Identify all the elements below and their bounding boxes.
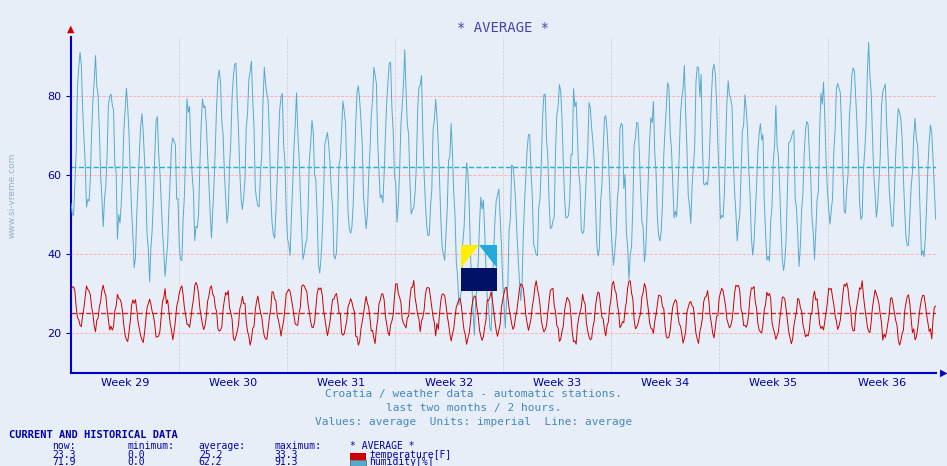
Text: 0.0: 0.0 (128, 450, 146, 459)
Polygon shape (461, 245, 479, 268)
Text: average:: average: (199, 441, 246, 451)
Text: * AVERAGE *: * AVERAGE * (350, 441, 415, 451)
Text: last two months / 2 hours.: last two months / 2 hours. (385, 403, 562, 413)
Text: 91.3: 91.3 (275, 457, 298, 466)
Text: minimum:: minimum: (128, 441, 175, 451)
Text: 62.2: 62.2 (199, 457, 223, 466)
Title: * AVERAGE *: * AVERAGE * (457, 21, 549, 35)
Text: maximum:: maximum: (275, 441, 322, 451)
Polygon shape (479, 245, 497, 268)
Text: 0.0: 0.0 (128, 457, 146, 466)
Text: Croatia / weather data - automatic stations.: Croatia / weather data - automatic stati… (325, 389, 622, 399)
Text: ▲: ▲ (67, 24, 75, 34)
Text: temperature[F]: temperature[F] (369, 450, 452, 459)
Text: www.si-vreme.com: www.si-vreme.com (8, 153, 17, 239)
Text: CURRENT AND HISTORICAL DATA: CURRENT AND HISTORICAL DATA (9, 430, 178, 440)
Text: 25.2: 25.2 (199, 450, 223, 459)
Text: humidity[%]: humidity[%] (369, 457, 434, 466)
Text: ▶: ▶ (940, 368, 947, 378)
Text: Values: average  Units: imperial  Line: average: Values: average Units: imperial Line: av… (314, 417, 633, 427)
Text: 23.3: 23.3 (52, 450, 76, 459)
Text: 71.9: 71.9 (52, 457, 76, 466)
Polygon shape (461, 268, 497, 291)
Text: now:: now: (52, 441, 76, 451)
Text: 33.3: 33.3 (275, 450, 298, 459)
